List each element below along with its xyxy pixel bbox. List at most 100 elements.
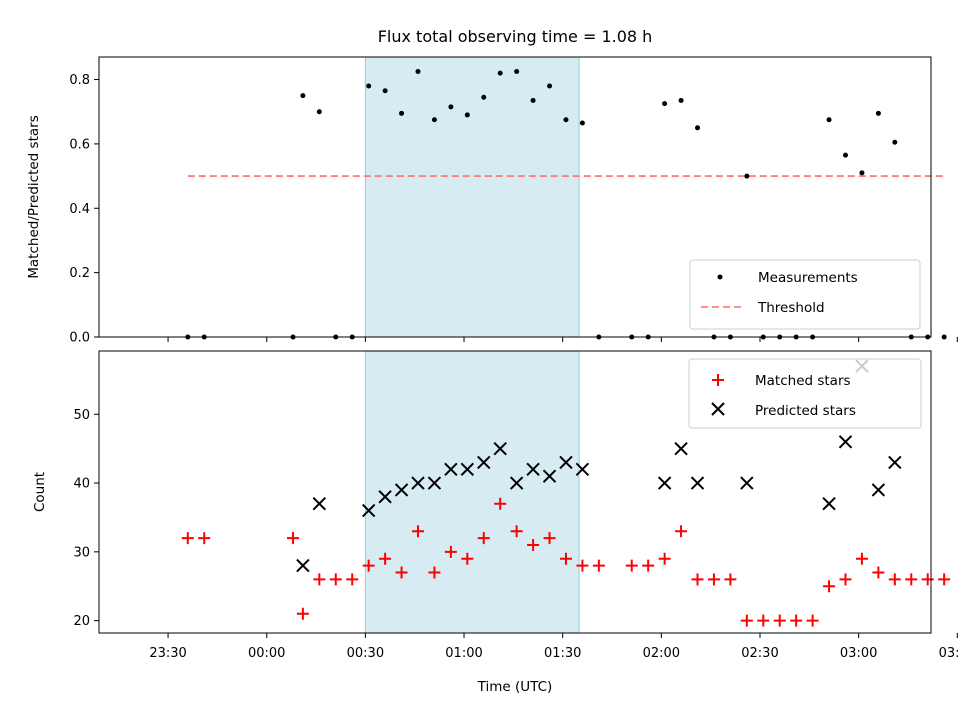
predicted-star-point [444,462,458,477]
matched-star-point [576,559,589,572]
legend-matched-marker [712,374,724,386]
matched-star-point [592,559,605,572]
matched-star-point [444,545,457,558]
matched-star-point [287,532,300,545]
measurement-point [382,88,388,94]
matched-star-point [411,525,424,538]
legend-predicted-marker [711,402,725,416]
x-tick-label: 00:30 [347,646,384,661]
x-tick-label: 02:30 [741,646,778,661]
measurement-point [579,120,585,126]
predicted-star-point [822,496,836,511]
bottom-highlight-span [365,351,580,633]
matched-star-point [642,559,655,572]
predicted-star-point [674,441,688,456]
predicted-star-point [838,435,853,449]
predicted-star-point [657,476,672,490]
matched-star-point [773,614,786,627]
matched-star-point [181,532,194,545]
top-x-ticks [167,337,958,342]
matched-star-point [790,614,803,627]
bottom-panel: 20 30 40 50 23:30 00:00 00:30 01:00 01:30 02:00 0… [32,350,960,695]
measurement-point [826,117,832,123]
matched-star-point [461,552,474,565]
legend-measurements-marker [717,274,723,280]
predicted-star-point [559,455,573,470]
predicted-star-point [542,469,557,483]
chart-title: Flux total observing time = 1.08 h [378,27,653,46]
predicted-star-point [296,558,310,573]
top-legend: Measurements Threshold [689,259,921,330]
x-tick-label: 00:00 [248,646,285,661]
measurement-point [875,110,881,116]
matched-star-point [494,497,507,510]
measurement-point [464,112,470,118]
predicted-star-point [690,476,705,490]
matched-stars-series [181,497,951,627]
predicted-star-point [411,476,425,490]
matched-star-point [362,559,375,572]
matched-star-point [675,525,688,538]
measurement-point [300,93,306,99]
x-tick-label: 01:00 [445,646,482,661]
y-tick-label: 30 [73,545,90,560]
matched-star-point [198,532,211,545]
legend-threshold-label: Threshold [757,300,825,316]
matched-star-point [724,573,737,586]
matched-star-point [527,538,540,551]
bottom-legend: Matched stars Predicted stars [688,358,922,429]
x-tick-label: 23:30 [149,646,186,661]
predicted-star-point [460,462,475,477]
bottom-y-axis-label: Count [32,472,48,512]
measurement-point [497,70,503,76]
bottom-x-axis: 23:30 00:00 00:30 01:00 01:30 02:00 02:30 03:00… [149,633,960,661]
measurement-point [448,104,454,110]
measurement-point [695,125,701,131]
x-tick-label: 01:30 [544,646,581,661]
top-plot-frame [98,56,932,338]
x-axis-label: Time (UTC) [477,679,553,695]
x-tick-label: 03:30 [939,646,960,661]
matched-star-point [296,607,309,620]
predicted-star-point [394,483,409,497]
matched-star-point [806,614,819,627]
measurement-point [530,97,536,103]
matched-star-point [329,573,342,586]
predicted-star-point [493,441,507,456]
measurement-point [563,117,569,123]
y-tick-label: 0.0 [69,331,90,346]
predicted-star-point [740,476,754,490]
predicted-star-point [888,455,902,470]
top-y-axis: 0.0 0.2 0.4 0.6 0.8 [69,57,580,346]
matched-star-point [477,532,490,545]
matched-star-point [379,552,392,565]
measurement-point [744,173,750,179]
measurement-point [678,97,684,103]
y-tick-label: 0.8 [69,73,90,88]
predicted-star-point [361,503,376,518]
y-tick-label: 0.6 [69,137,90,152]
y-tick-label: 50 [73,408,90,423]
legend-matched-label: Matched stars [755,373,851,389]
predicted-star-point [378,490,392,504]
predicted-star-point [312,496,327,511]
measurement-point [316,109,322,115]
matched-star-point [559,552,572,565]
bottom-y-axis: 20 30 40 50 [73,351,580,633]
bottom-legend-box [688,358,922,429]
y-tick-label: 0.4 [69,202,90,217]
measurement-point [859,170,865,176]
x-tick-label: 02:00 [643,646,680,661]
matched-star-point [395,566,408,579]
matched-star-point [757,614,770,627]
matched-star-point [510,525,523,538]
bottom-plot-frame [98,350,932,634]
predicted-star-point [526,462,540,477]
x-tick-label: 03:00 [840,646,877,661]
matched-star-point [313,573,326,586]
y-tick-label: 40 [73,477,90,492]
predicted-star-point [509,476,524,490]
matched-star-point [872,566,885,579]
matched-star-point [691,573,704,586]
